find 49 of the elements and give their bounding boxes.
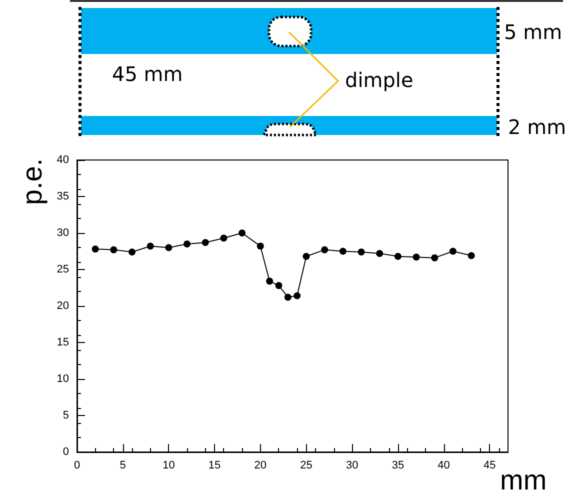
point [468,252,475,260]
y-tick-label: 35 [56,190,69,202]
point [256,242,264,250]
point [275,282,282,290]
point [110,246,118,254]
point [358,248,365,256]
x-tick-label: 10 [162,460,175,472]
y-tick-label: 30 [56,227,69,239]
y-tick-label: 0 [62,446,69,458]
x-tick-label: 15 [208,460,221,472]
point [184,240,191,248]
y-tick-label: 25 [56,264,69,276]
text: 45 mm [112,62,183,86]
point [294,292,301,300]
x-tick-label: 25 [300,460,312,472]
y-axis-title: p.e. [16,158,48,205]
x-tick-label: 5 [120,460,126,472]
x-tick-label: 45 [484,460,496,472]
point [339,248,346,255]
point [449,248,456,255]
point [202,238,209,246]
point [266,278,274,285]
text: dimple [345,68,414,92]
x-tick-label: 0 [74,460,80,472]
point [284,294,292,301]
x-tick-label: 35 [392,460,404,472]
point [238,230,246,236]
point [146,242,154,250]
point [220,234,228,242]
x-tick-label: 20 [254,460,267,472]
point [92,246,99,253]
point [165,244,172,252]
y-tick-label: 10 [56,373,69,385]
y-tick-label: 20 [56,300,69,312]
point [412,254,420,261]
y-tick-label: 40 [56,154,69,166]
point [394,252,402,260]
text: 5 mm [504,20,562,44]
x-tick-label: 30 [346,460,358,472]
text: 2 mm [508,115,566,139]
point [431,254,438,262]
point [376,250,384,257]
point [302,252,310,260]
point [128,248,136,256]
x-axis-title: mm [500,464,547,496]
x-tick-label: 40 [438,460,450,472]
point [321,246,328,254]
y-tick-label: 15 [56,336,69,348]
y-tick-label: 5 [62,410,69,422]
